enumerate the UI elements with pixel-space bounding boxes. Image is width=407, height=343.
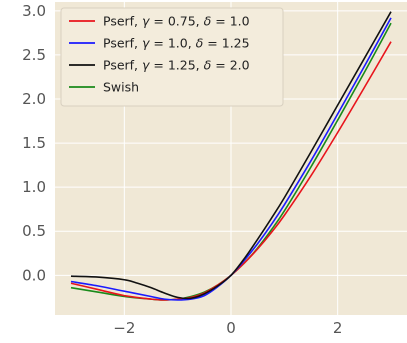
x-tick-label: −2 (113, 319, 135, 337)
legend-label-part: = 0.75, (149, 14, 203, 29)
x-tick-label: 2 (333, 319, 343, 337)
y-tick-label: 3.0 (22, 2, 46, 20)
y-tick-label: 1.0 (22, 178, 46, 196)
legend: Pserf, γ = 0.75, δ = 1.0 Pserf, γ = 1.0, … (60, 7, 284, 107)
legend-label-part: = 2.0 (211, 58, 249, 73)
legend-label-part: δ (196, 36, 204, 51)
legend-entry-label: Pserf, γ = 0.75, δ = 1.0 (103, 14, 250, 29)
legend-label-part: δ (204, 58, 212, 73)
y-tick-label: 2.5 (22, 46, 46, 64)
legend-label-part: δ (204, 14, 212, 29)
legend-label-part: γ (142, 14, 150, 29)
legend-label-part: γ (142, 58, 150, 73)
legend-label-part: = 1.25, (149, 58, 203, 73)
legend-entry-label: Pserf, γ = 1.25, δ = 2.0 (103, 58, 250, 73)
legend-label-part: = 1.0, (149, 36, 195, 51)
y-tick-label: 0.0 (22, 266, 46, 284)
legend-label-part: = 1.25 (203, 36, 249, 51)
legend-label-part: γ (142, 36, 150, 51)
legend-label-part: = 1.0 (211, 14, 249, 29)
legend-label-part: Swish (103, 80, 139, 95)
series-lines (70, 11, 392, 301)
legend-box (60, 7, 284, 107)
tick-labels: −2 0 2 0.0 0.5 1.0 1.5 2.0 2.5 3.0 (22, 2, 342, 337)
legend-label-part: Pserf, (103, 14, 142, 29)
y-tick-label: 0.5 (22, 222, 46, 240)
legend-entry-label: Pserf, γ = 1.0, δ = 1.25 (103, 36, 250, 51)
y-tick-label: 1.5 (22, 134, 46, 152)
legend-label-part: Pserf, (103, 58, 142, 73)
x-tick-label: 0 (226, 319, 236, 337)
legend-label-part: Pserf, (103, 36, 142, 51)
y-tick-label: 2.0 (22, 90, 46, 108)
series-line-2 (70, 11, 392, 300)
legend-entry-label: Swish (103, 80, 139, 95)
